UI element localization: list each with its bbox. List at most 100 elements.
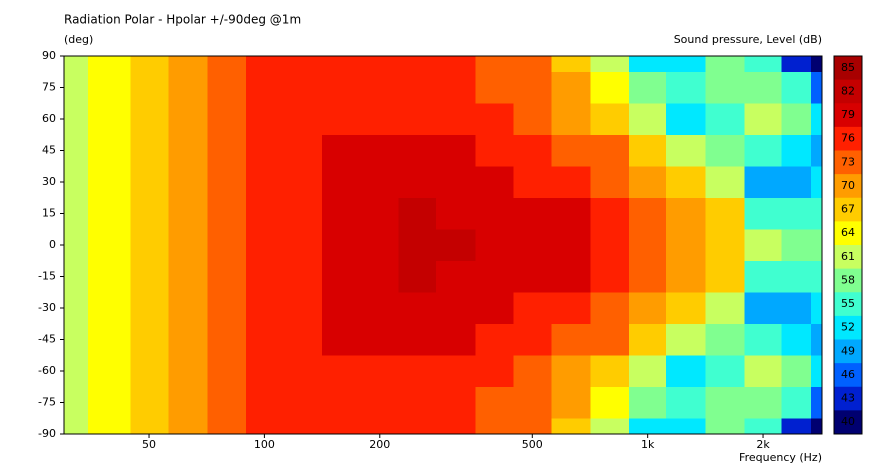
contour-cell [590, 56, 630, 73]
contour-cell [168, 355, 208, 388]
contour-cell [629, 166, 667, 199]
contour-cell [436, 71, 476, 104]
x-tick-label: 2k [756, 438, 770, 451]
x-tick-label: 200 [369, 438, 390, 451]
y-tick-label: -90 [38, 427, 56, 440]
contour-cell [282, 166, 323, 199]
contour-cell [207, 260, 247, 293]
y-tick-label: -30 [38, 301, 56, 314]
contour-cell [705, 323, 745, 356]
contour-cell [322, 197, 362, 230]
contour-cell [513, 292, 553, 325]
contour-cell [811, 197, 823, 230]
colorbar-label: 64 [841, 226, 855, 239]
contour-cell [245, 71, 284, 104]
y-tick-label: -60 [38, 364, 56, 377]
contour-cell [322, 418, 362, 435]
colorbar-swatch [834, 410, 862, 435]
contour-cell [398, 71, 437, 104]
contour-cell [781, 197, 812, 230]
y-tick-label: 90 [42, 49, 56, 62]
colorbar-swatch [834, 292, 862, 317]
y-tick-label: 60 [42, 112, 56, 125]
colorbar-swatch [834, 245, 862, 270]
contour-cell [590, 197, 630, 230]
contour-cell [629, 71, 667, 104]
contour-cell [168, 260, 208, 293]
colorbar-swatch [834, 363, 862, 388]
contour-cell [705, 166, 745, 199]
contour-cell [629, 56, 667, 73]
contour-cell [361, 355, 399, 388]
contour-cell [551, 56, 592, 73]
contour-cell [744, 292, 783, 325]
contour-cell [666, 355, 706, 388]
contour-cell [87, 386, 131, 419]
contour-cell [590, 229, 630, 262]
y-tick-label: -15 [38, 270, 56, 283]
colorbar-label: 55 [841, 297, 855, 310]
contour-cell [361, 260, 399, 293]
contour-cell [130, 56, 169, 73]
contour-cell [282, 56, 323, 73]
contour-cell [705, 260, 745, 293]
contour-cell [398, 260, 437, 293]
contour-cell [475, 292, 515, 325]
contour-cell [781, 229, 812, 262]
contour-cell [361, 103, 399, 136]
contour-cell [744, 134, 783, 167]
contour-cell [322, 134, 362, 167]
contour-cell [207, 418, 247, 435]
contour-cell [629, 134, 667, 167]
contour-cell [513, 71, 553, 104]
contour-cell [64, 418, 89, 435]
contour-cell [475, 166, 515, 199]
colorbar-label: 82 [841, 84, 855, 97]
contour-cell [705, 103, 745, 136]
y-tick-label: -45 [38, 333, 56, 346]
contour-cell [513, 134, 553, 167]
x-tick-label: 50 [142, 438, 156, 451]
contour-cell [513, 323, 553, 356]
colorbar-swatch [834, 126, 862, 151]
contour-cell [744, 56, 783, 73]
colorbar-swatch [834, 150, 862, 175]
contour-cell [361, 229, 399, 262]
contour-cell [168, 386, 208, 419]
contour-cell [245, 103, 284, 136]
x-tick-label: 1k [641, 438, 655, 451]
contour-cell [513, 56, 553, 73]
contour-cell [475, 134, 515, 167]
y-tick-label: -75 [38, 396, 56, 409]
contour-cell [436, 260, 476, 293]
contour-cell [207, 103, 247, 136]
contour-cell [207, 323, 247, 356]
contour-cell [744, 418, 783, 435]
contour-cell [64, 355, 89, 388]
contour-cell [64, 386, 89, 419]
contour-cell [282, 103, 323, 136]
contour-cell [590, 386, 630, 419]
contour-cell [781, 166, 812, 199]
contour-cell [87, 71, 131, 104]
contour-cell [551, 197, 592, 230]
contour-cell [705, 418, 745, 435]
contour-cell [361, 71, 399, 104]
contour-cell [322, 260, 362, 293]
contour-cell [322, 103, 362, 136]
contour-cell [475, 260, 515, 293]
contour-cell [629, 229, 667, 262]
contour-cell [551, 103, 592, 136]
contour-cell [245, 292, 284, 325]
contour-cell [744, 197, 783, 230]
contour-cell [629, 260, 667, 293]
contour-cell [361, 197, 399, 230]
contour-cell [64, 134, 89, 167]
contour-cell [207, 197, 247, 230]
contour-cell [168, 71, 208, 104]
contour-cell [130, 71, 169, 104]
contour-cell [811, 71, 823, 104]
contour-cell [130, 134, 169, 167]
contour-cell [666, 197, 706, 230]
